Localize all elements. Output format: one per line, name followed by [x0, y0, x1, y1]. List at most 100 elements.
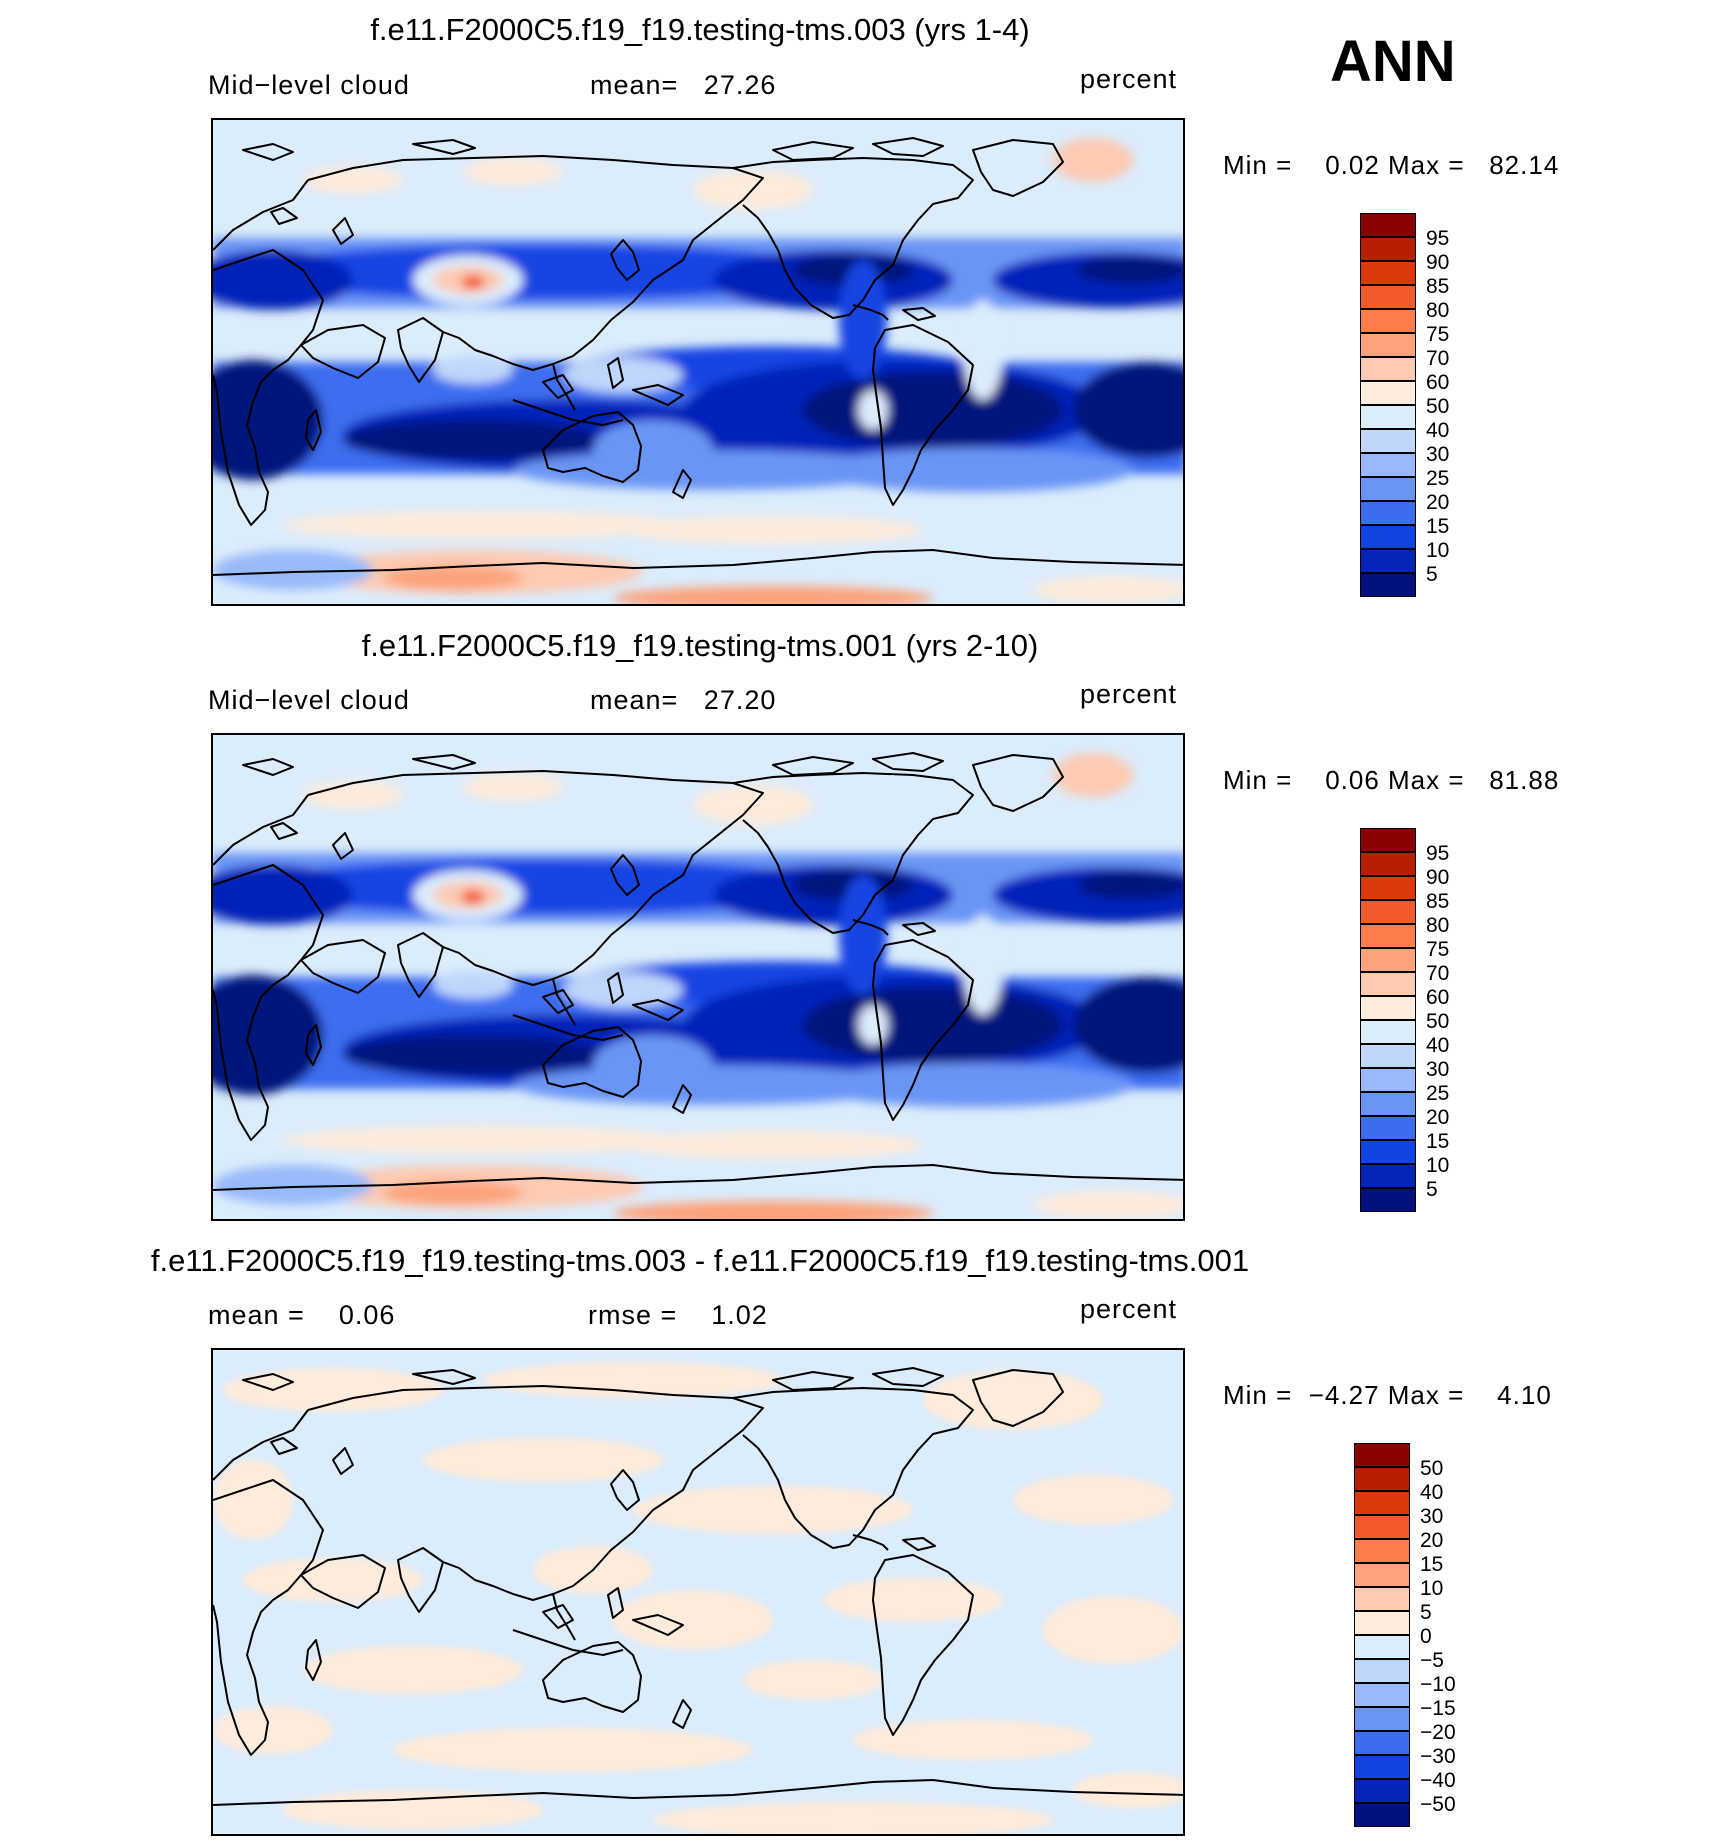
- colorbar-swatch: [1354, 1659, 1410, 1683]
- colorbar-swatch: [1360, 1044, 1416, 1068]
- colorbar-swatch: [1360, 1116, 1416, 1140]
- colorbar-swatch: [1360, 1188, 1416, 1212]
- colorbar-swatch: [1360, 1068, 1416, 1092]
- colorbar-tick-label: 20: [1426, 491, 1450, 514]
- colorbar-swatch: [1360, 309, 1416, 333]
- panel-2-title: f.e11.F2000C5.f19_f19.testing-tms.001 (y…: [361, 628, 1039, 663]
- colorbar-swatch: [1360, 525, 1416, 549]
- colorbar-swatch: [1360, 333, 1416, 357]
- colorbar-tick-label: −40: [1420, 1769, 1456, 1792]
- colorbar-swatch: [1360, 948, 1416, 972]
- panel-3-rmse-label: rmse = 1.02: [588, 1300, 768, 1330]
- colorbar-tick-label: 15: [1420, 1553, 1444, 1576]
- panel-1-units-label: percent: [1080, 64, 1178, 94]
- colorbar-swatch: [1360, 828, 1416, 852]
- colorbar-swatch: [1354, 1539, 1410, 1563]
- colorbar-tick-label: 50: [1426, 395, 1450, 418]
- colorbar-swatch: [1354, 1683, 1410, 1707]
- colorbar-tick-label: 60: [1426, 986, 1450, 1009]
- colorbar-tick-label: 90: [1426, 866, 1450, 889]
- colorbar-swatch: [1360, 852, 1416, 876]
- colorbar-swatch: [1354, 1515, 1410, 1539]
- colorbar-tick-label: 75: [1426, 938, 1450, 961]
- colorbar-swatch: [1354, 1443, 1410, 1467]
- panel-1-min-max: Min = 0.02 Max = 82.14: [1223, 150, 1560, 180]
- colorbar-tick-label: 15: [1426, 515, 1450, 538]
- panel-1-variable-label: Mid−level cloud: [208, 70, 410, 100]
- colorbar-swatch: [1360, 477, 1416, 501]
- colorbar-tick-label: 40: [1426, 1034, 1450, 1057]
- panel-1-mean-label: mean= 27.26: [590, 70, 777, 100]
- colorbar-swatch: [1354, 1779, 1410, 1803]
- season-label: ANN: [1330, 29, 1456, 94]
- colorbar-swatch: [1360, 900, 1416, 924]
- colorbar-tick-label: −10: [1420, 1673, 1456, 1696]
- panel-2-variable-label: Mid−level cloud: [208, 685, 410, 715]
- colorbar-swatch: [1360, 549, 1416, 573]
- colorbar-tick-label: 15: [1426, 1130, 1450, 1153]
- colorbar-tick-label: 85: [1426, 275, 1450, 298]
- panel-2-map: [211, 733, 1185, 1221]
- colorbar-tick-label: 0: [1420, 1625, 1432, 1648]
- colorbar-swatch: [1360, 924, 1416, 948]
- colorbar-swatch: [1354, 1755, 1410, 1779]
- colorbar-tick-label: −50: [1420, 1793, 1456, 1816]
- panel-2-min-max: Min = 0.06 Max = 81.88: [1223, 765, 1560, 795]
- colorbar-tick-label: 40: [1426, 419, 1450, 442]
- colorbar-swatch: [1360, 972, 1416, 996]
- panel-3-title: f.e11.F2000C5.f19_f19.testing-tms.003 - …: [150, 1243, 1250, 1278]
- colorbar-tick-label: 85: [1426, 890, 1450, 913]
- colorbar-tick-label: 80: [1426, 914, 1450, 937]
- colorbar-tick-label: 30: [1420, 1505, 1444, 1528]
- colorbar-tick-label: 30: [1426, 443, 1450, 466]
- colorbar-swatch: [1360, 261, 1416, 285]
- colorbar-swatch: [1354, 1587, 1410, 1611]
- colorbar-swatch: [1354, 1467, 1410, 1491]
- colorbar-swatch: [1354, 1707, 1410, 1731]
- colorbar-swatch: [1360, 357, 1416, 381]
- colorbar-swatch: [1360, 501, 1416, 525]
- colorbar-swatch: [1360, 573, 1416, 597]
- colorbar-tick-label: 5: [1426, 563, 1438, 586]
- colorbar-tick-label: 75: [1426, 323, 1450, 346]
- colorbar-swatch: [1360, 381, 1416, 405]
- panel-2-units-label: percent: [1080, 679, 1178, 709]
- colorbar-tick-label: 20: [1420, 1529, 1444, 1552]
- colorbar-swatch: [1360, 1140, 1416, 1164]
- colorbar-swatch: [1360, 405, 1416, 429]
- colorbar-tick-label: 20: [1426, 1106, 1450, 1129]
- colorbar-swatch: [1354, 1635, 1410, 1659]
- panel-3-units-label: percent: [1080, 1294, 1178, 1324]
- colorbar-swatch: [1360, 237, 1416, 261]
- colorbar-swatch: [1360, 213, 1416, 237]
- colorbar-swatch: [1360, 996, 1416, 1020]
- colorbar-swatch: [1360, 1164, 1416, 1188]
- colorbar-tick-label: 80: [1426, 299, 1450, 322]
- colorbar-tick-label: 50: [1426, 1010, 1450, 1033]
- panel-3-map: [211, 1348, 1185, 1836]
- colorbar-swatch: [1360, 1020, 1416, 1044]
- colorbar-swatch: [1354, 1491, 1410, 1515]
- colorbar-tick-label: 70: [1426, 962, 1450, 985]
- colorbar-tick-label: −30: [1420, 1745, 1456, 1768]
- colorbar-tick-label: 95: [1426, 842, 1450, 865]
- colorbar-tick-label: 25: [1426, 1082, 1450, 1105]
- panel-3-min-max: Min = −4.27 Max = 4.10: [1223, 1380, 1552, 1410]
- colorbar-swatch: [1360, 285, 1416, 309]
- colorbar-swatch: [1360, 429, 1416, 453]
- colorbar-tick-label: 10: [1420, 1577, 1444, 1600]
- colorbar-tick-label: 5: [1426, 1178, 1438, 1201]
- colorbar-tick-label: 5: [1420, 1601, 1432, 1624]
- colorbar-tick-label: 30: [1426, 1058, 1450, 1081]
- colorbar-swatch: [1360, 876, 1416, 900]
- colorbar-tick-label: 70: [1426, 347, 1450, 370]
- colorbar-tick-label: 40: [1420, 1481, 1444, 1504]
- colorbar-swatch: [1360, 1092, 1416, 1116]
- colorbar-tick-label: 95: [1426, 227, 1450, 250]
- colorbar-tick-label: −15: [1420, 1697, 1456, 1720]
- colorbar-tick-label: 10: [1426, 1154, 1450, 1177]
- colorbar-swatch: [1354, 1611, 1410, 1635]
- colorbar-swatch: [1360, 453, 1416, 477]
- colorbar-tick-label: −5: [1420, 1649, 1444, 1672]
- colorbar-swatch: [1354, 1731, 1410, 1755]
